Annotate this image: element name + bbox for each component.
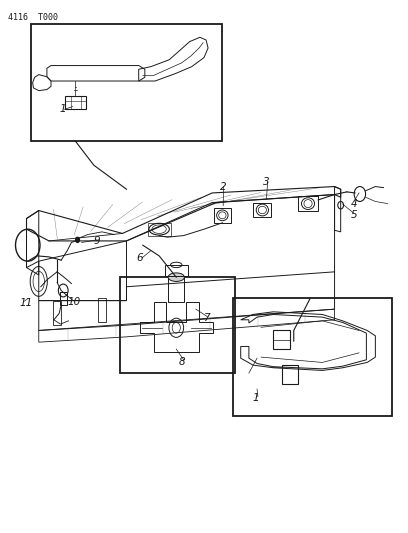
Text: 1: 1 [253,393,259,403]
Text: 4116  T000: 4116 T000 [8,13,58,22]
Bar [233,298,392,416]
Text: 4: 4 [351,199,357,208]
Bar [31,24,222,141]
Text: 6: 6 [137,253,143,263]
Text: 9: 9 [94,236,100,246]
Circle shape [75,237,80,243]
Text: 7: 7 [203,313,209,323]
Text: 2: 2 [220,182,227,191]
Text: 8: 8 [178,358,185,367]
Text: 10: 10 [67,297,80,306]
Text: 3: 3 [263,177,270,187]
Text: 11: 11 [20,298,33,308]
Text: 5: 5 [351,210,357,220]
Ellipse shape [168,273,184,281]
Bar [120,277,235,373]
Text: 1: 1 [59,104,66,114]
